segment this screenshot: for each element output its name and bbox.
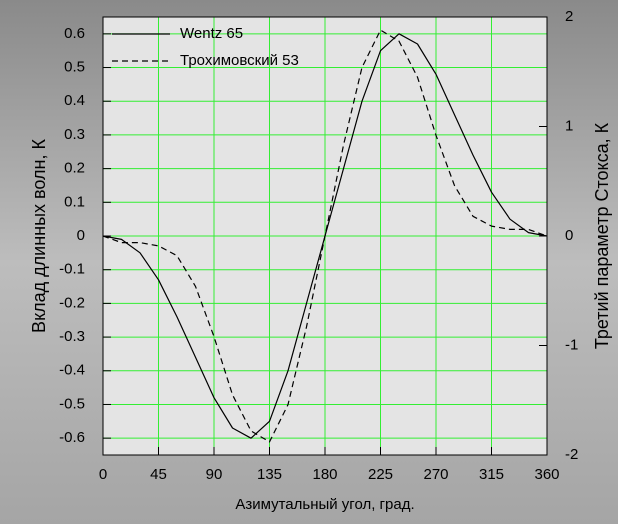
y2-tick-label: -2 bbox=[565, 446, 578, 463]
y-tick-label: -0.1 bbox=[59, 261, 85, 278]
y-axis-title: Вклад длинных волн, К bbox=[29, 139, 49, 333]
y-tick-label: -0.2 bbox=[59, 294, 85, 311]
x-tick-label: 0 bbox=[99, 466, 107, 483]
x-tick-label: 360 bbox=[534, 466, 559, 483]
x-tick-label: 270 bbox=[423, 466, 448, 483]
x-tick-label: 180 bbox=[312, 466, 337, 483]
y-tick-label: 0.3 bbox=[64, 126, 85, 143]
legend-label: Wentz 65 bbox=[180, 25, 243, 42]
series-line bbox=[102, 29, 548, 443]
x-tick-label: 45 bbox=[150, 466, 167, 483]
legend-label: Трохимовский 53 bbox=[180, 52, 299, 69]
y-tick-label: 0.6 bbox=[64, 25, 85, 42]
y-tick-label: 0.2 bbox=[64, 160, 85, 177]
y2-tick-label: 0 bbox=[565, 227, 573, 244]
y-tick-label: 0 bbox=[77, 227, 85, 244]
x-tick-label: 135 bbox=[257, 466, 282, 483]
x-tick-label: 90 bbox=[206, 466, 223, 483]
y2-tick-label: -1 bbox=[565, 336, 578, 353]
y-tick-label: -0.5 bbox=[59, 395, 85, 412]
x-tick-label: 225 bbox=[368, 466, 393, 483]
y-tick-label: -0.6 bbox=[59, 429, 85, 446]
x-tick-label: 315 bbox=[479, 466, 504, 483]
y2-axis-title: Третий параметр Стокса, К bbox=[592, 122, 612, 349]
x-axis-title: Азимутальный угол, град. bbox=[235, 496, 414, 513]
y-tick-label: 0.4 bbox=[64, 92, 85, 109]
y-tick-label: -0.3 bbox=[59, 328, 85, 345]
y-tick-label: -0.4 bbox=[59, 362, 85, 379]
y-tick-label: 0.1 bbox=[64, 193, 85, 210]
y-tick-label: 0.5 bbox=[64, 59, 85, 76]
y2-tick-label: 2 bbox=[565, 8, 573, 25]
y2-tick-label: 1 bbox=[565, 117, 573, 134]
